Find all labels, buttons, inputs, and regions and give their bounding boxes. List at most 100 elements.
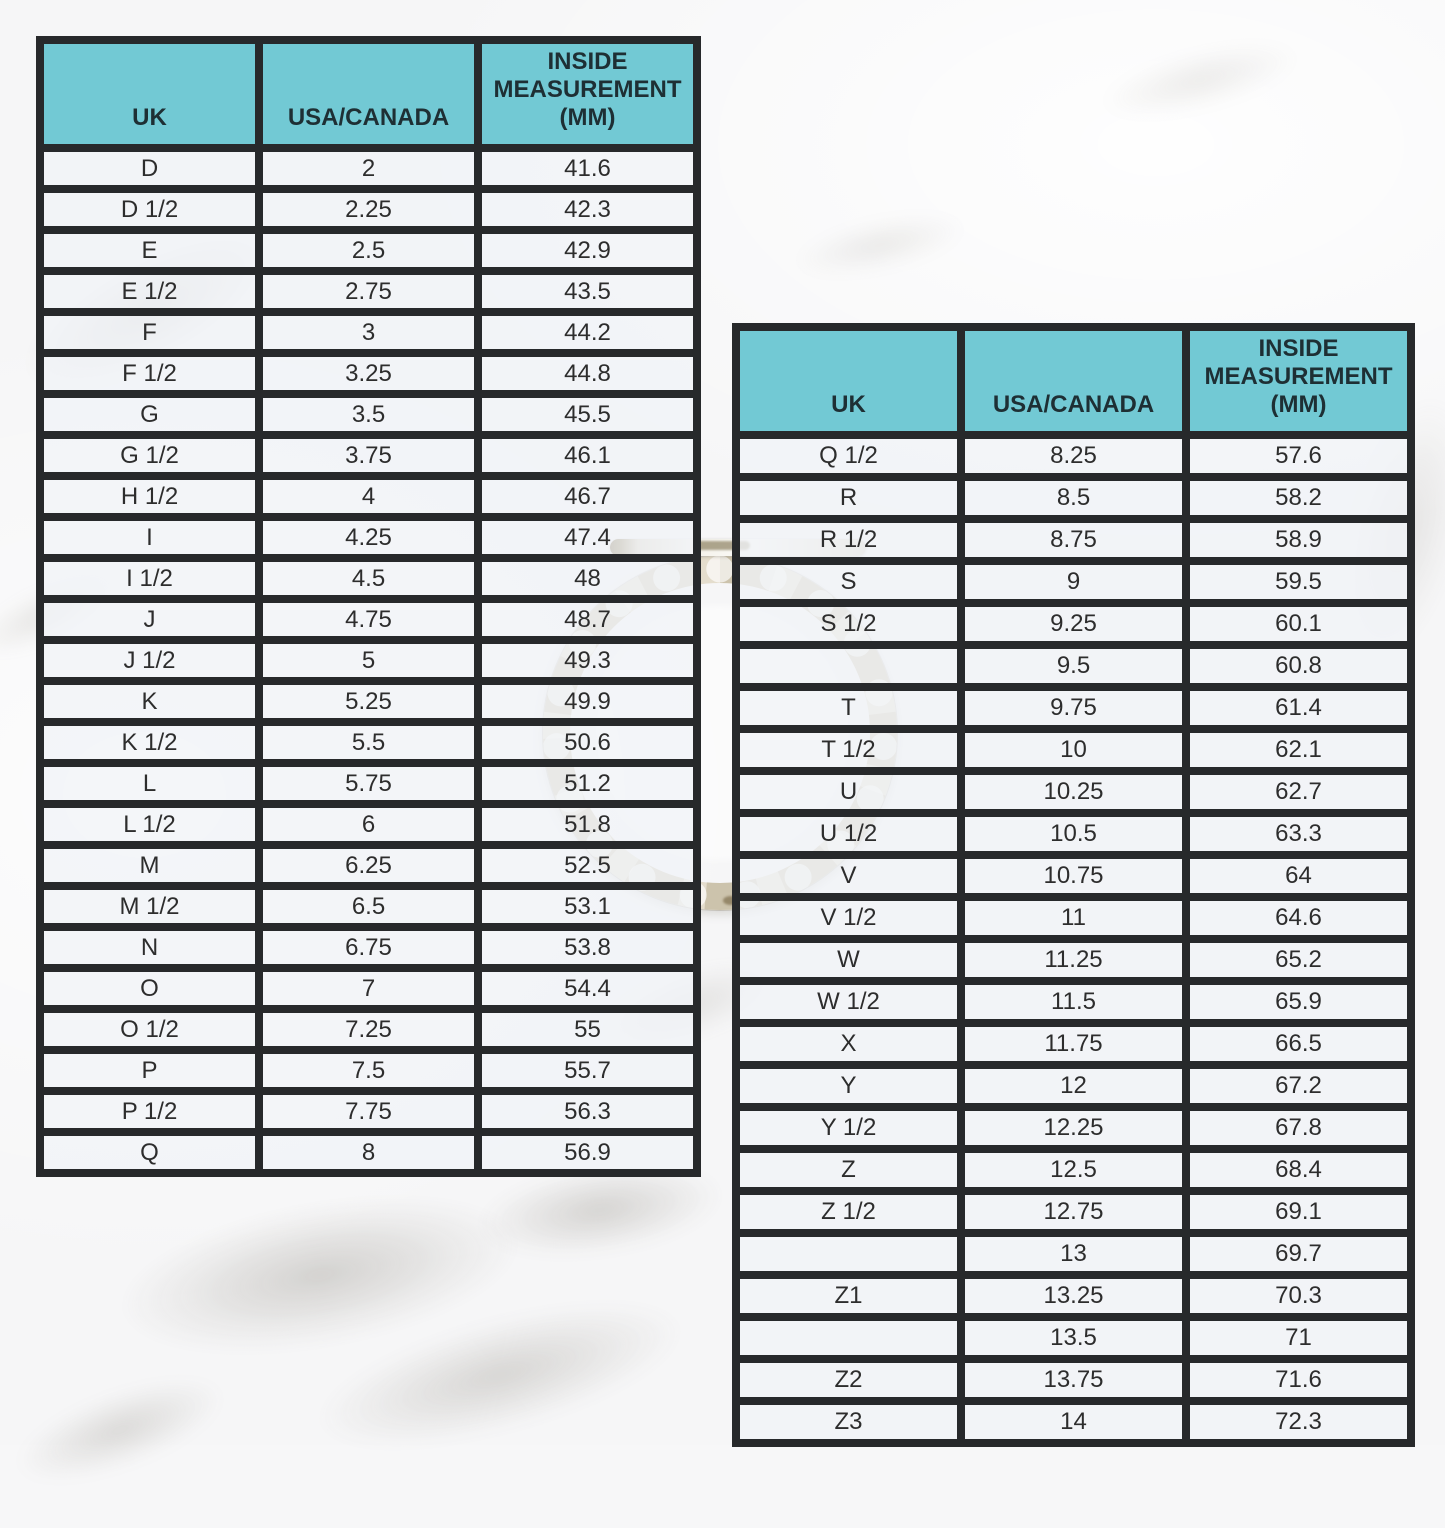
marble-vein — [755, 185, 1005, 305]
table-cell: 8 — [259, 1132, 478, 1173]
marble-vein — [1054, 7, 1346, 153]
table-row: G 3.5 45.5 — [40, 394, 697, 435]
table-cell: Z — [736, 1149, 961, 1191]
table-cell: 65.2 — [1186, 939, 1411, 981]
column-header: INSIDE MEASUREMENT (MM) — [1186, 327, 1411, 435]
table-cell: 6 — [259, 804, 478, 845]
table-cell: W — [736, 939, 961, 981]
table-row: G 1/2 3.75 46.1 — [40, 435, 697, 476]
table-cell: Z3 — [736, 1401, 961, 1443]
table-cell: 12.75 — [961, 1191, 1186, 1233]
table-cell: S 1/2 — [736, 603, 961, 645]
table-row: H 1/2 4 46.7 — [40, 476, 697, 517]
table-cell: 52.5 — [478, 845, 697, 886]
table-cell: G — [40, 394, 259, 435]
table-row: R 8.5 58.2 — [736, 477, 1411, 519]
table-row: O 7 54.4 — [40, 968, 697, 1009]
table-cell: V — [736, 855, 961, 897]
table-cell: 11.75 — [961, 1023, 1186, 1065]
table-cell: Q 1/2 — [736, 435, 961, 477]
table-cell: 46.1 — [478, 435, 697, 476]
table-cell: I — [40, 517, 259, 558]
table-cell: Z2 — [736, 1359, 961, 1401]
table-cell: 69.1 — [1186, 1191, 1411, 1233]
table-cell: 64.6 — [1186, 897, 1411, 939]
table-row: X 11.75 66.5 — [736, 1023, 1411, 1065]
table-row: I 1/2 4.5 48 — [40, 558, 697, 599]
table-row: Z2 13.75 71.6 — [736, 1359, 1411, 1401]
table-cell: E — [40, 230, 259, 271]
table-cell: 3.75 — [259, 435, 478, 476]
table-cell: 6.25 — [259, 845, 478, 886]
table-cell: H 1/2 — [40, 476, 259, 517]
table-cell: J 1/2 — [40, 640, 259, 681]
table-row: S 9 59.5 — [736, 561, 1411, 603]
table-cell: D — [40, 148, 259, 189]
table-cell: G 1/2 — [40, 435, 259, 476]
table-cell: Z 1/2 — [736, 1191, 961, 1233]
table-cell: D 1/2 — [40, 189, 259, 230]
table-cell: 42.9 — [478, 230, 697, 271]
table-cell: 13.25 — [961, 1275, 1186, 1317]
table-row: W 1/2 11.5 65.9 — [736, 981, 1411, 1023]
table-row: 13.5 71 — [736, 1317, 1411, 1359]
table-cell: 5.75 — [259, 763, 478, 804]
table-cell: 42.3 — [478, 189, 697, 230]
table-row: Q 1/2 8.25 57.6 — [736, 435, 1411, 477]
table-cell: 4.5 — [259, 558, 478, 599]
table-cell: 3.25 — [259, 353, 478, 394]
table-cell: Y 1/2 — [736, 1107, 961, 1149]
table-cell: 12 — [961, 1065, 1186, 1107]
table-cell: 13.75 — [961, 1359, 1186, 1401]
table-cell: 7.5 — [259, 1050, 478, 1091]
table-cell: 50.6 — [478, 722, 697, 763]
table-cell: 10.25 — [961, 771, 1186, 813]
table-row: F 3 44.2 — [40, 312, 697, 353]
table-cell — [736, 1233, 961, 1275]
table-cell: 2.25 — [259, 189, 478, 230]
table-cell: F 1/2 — [40, 353, 259, 394]
table-cell: 48.7 — [478, 599, 697, 640]
table-row: V 10.75 64 — [736, 855, 1411, 897]
table-cell: 51.8 — [478, 804, 697, 845]
table-cell: U — [736, 771, 961, 813]
table-cell: 5 — [259, 640, 478, 681]
table-row: P 7.5 55.7 — [40, 1050, 697, 1091]
column-header: USA/CANADA — [259, 40, 478, 148]
table-row: T 1/2 10 62.1 — [736, 729, 1411, 771]
table-cell: 9.25 — [961, 603, 1186, 645]
table-cell: N — [40, 927, 259, 968]
table-cell: 2.5 — [259, 230, 478, 271]
table-row: Z 12.5 68.4 — [736, 1149, 1411, 1191]
table-cell: 11 — [961, 897, 1186, 939]
table-cell: 8.75 — [961, 519, 1186, 561]
table-cell: E 1/2 — [40, 271, 259, 312]
table-row: T 9.75 61.4 — [736, 687, 1411, 729]
table-cell: F — [40, 312, 259, 353]
table-row: V 1/2 11 64.6 — [736, 897, 1411, 939]
table-cell: 67.2 — [1186, 1065, 1411, 1107]
table-row: D 1/2 2.25 42.3 — [40, 189, 697, 230]
column-header: UK — [40, 40, 259, 148]
table-cell: 67.8 — [1186, 1107, 1411, 1149]
table-cell: 2.75 — [259, 271, 478, 312]
table-cell: 63.3 — [1186, 813, 1411, 855]
table-row: D 2 41.6 — [40, 148, 697, 189]
table-cell: 41.6 — [478, 148, 697, 189]
table-cell: L 1/2 — [40, 804, 259, 845]
table-row: 13 69.7 — [736, 1233, 1411, 1275]
table-cell: 9.75 — [961, 687, 1186, 729]
table-cell: 61.4 — [1186, 687, 1411, 729]
table-cell: 8.25 — [961, 435, 1186, 477]
table-cell: R — [736, 477, 961, 519]
table-cell: 11.25 — [961, 939, 1186, 981]
table-cell: 69.7 — [1186, 1233, 1411, 1275]
ring-band-notch — [723, 896, 738, 905]
header-row: UK USA/CANADA INSIDE MEASUREMENT (MM) — [736, 327, 1411, 435]
table-cell: 7 — [259, 968, 478, 1009]
table-cell: V 1/2 — [736, 897, 961, 939]
table-cell: 49.9 — [478, 681, 697, 722]
table-row: P 1/2 7.75 56.3 — [40, 1091, 697, 1132]
table-cell: 2 — [259, 148, 478, 189]
table-cell: U 1/2 — [736, 813, 961, 855]
